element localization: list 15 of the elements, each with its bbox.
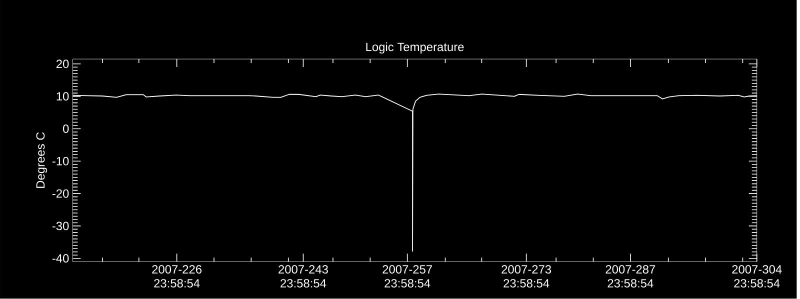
x-tick-label: 2007-257 23:58:54 [382, 265, 432, 288]
y-tick-label: 20 [56, 60, 69, 68]
x-tick-label: 2007-287 23:58:54 [606, 265, 656, 288]
x-tick-label: 2007-226 23:58:54 [152, 265, 202, 288]
y-tick-label: -40 [52, 254, 69, 263]
y-tick-label: 10 [56, 92, 69, 101]
y-tick-label: -10 [52, 157, 69, 166]
y-tick-label: 0 [63, 124, 69, 134]
y-tick-label: -30 [52, 222, 69, 230]
y-tick-label: -20 [52, 189, 69, 198]
x-tick-label: 2007-243 23:58:54 [278, 265, 328, 288]
chart-title: Logic Temperature [366, 42, 464, 54]
x-tick-label: 2007-304 23:58:54 [732, 265, 782, 288]
y-axis-title: Degrees C [36, 132, 48, 188]
x-tick-label: 2007-273 23:58:54 [502, 265, 552, 288]
